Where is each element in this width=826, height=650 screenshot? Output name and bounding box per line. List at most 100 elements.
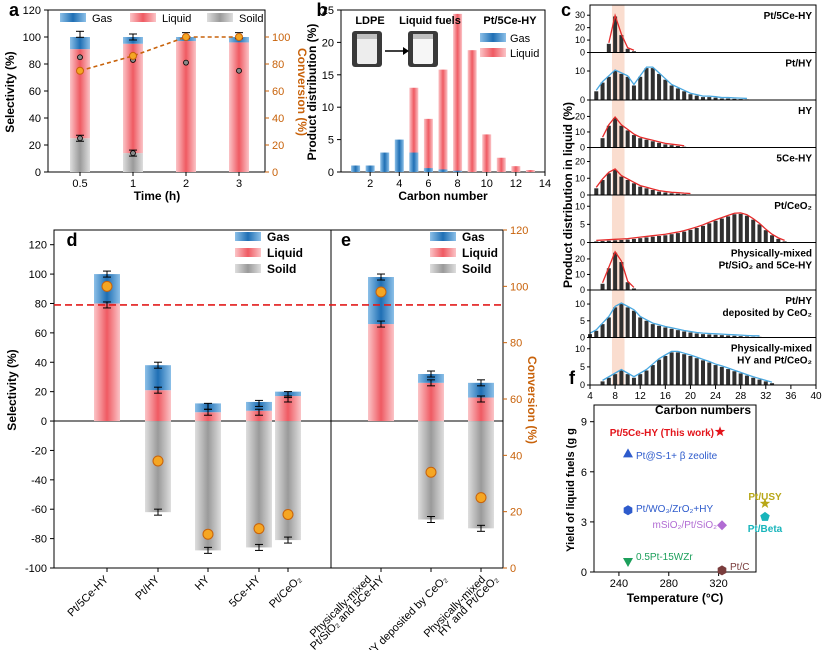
y-axis-label: Yield of liquid fuels (g g	[565, 428, 577, 552]
hist-bar	[619, 304, 624, 338]
y-tick-label: 0	[580, 95, 585, 105]
scatter-point	[623, 505, 633, 516]
point-label: Pt/C	[730, 562, 749, 573]
hist-bar	[619, 370, 624, 385]
vial-icon	[357, 34, 377, 64]
bar-gas	[409, 152, 419, 172]
hist-bar	[707, 362, 712, 385]
y-tick-label: 20	[575, 23, 585, 33]
hist-bar	[682, 354, 687, 385]
hist-bar	[744, 215, 749, 243]
bar-liquid	[482, 134, 492, 172]
legend-label-solid: Soild	[462, 262, 491, 276]
y-tick-label: 20	[575, 111, 585, 121]
conversion-marker	[282, 508, 294, 520]
fit-curve	[589, 302, 760, 337]
bar-liquid	[467, 50, 477, 173]
x-axis-label: Time (h)	[134, 189, 180, 203]
hist-bar	[694, 333, 699, 338]
legend-label-liquid: Liquid	[267, 246, 303, 260]
hist-bar	[763, 381, 768, 385]
panel-letter-d: d	[67, 230, 78, 250]
y-tick-label: -100	[25, 563, 47, 575]
legend-swatch-gas	[235, 232, 261, 241]
x-tick-label: 40	[810, 391, 822, 402]
liquid-marker	[183, 59, 189, 66]
fit-curve	[602, 350, 773, 383]
bar-solid	[275, 421, 301, 541]
hist-bar	[707, 334, 712, 338]
y-tick-label: 10	[575, 66, 585, 76]
hist-bar	[675, 88, 680, 100]
bar-liquid	[123, 43, 143, 154]
x-tick-label: 24	[710, 391, 722, 402]
y2-tick-label: 60	[510, 394, 522, 406]
x-tick-label: 12	[635, 391, 647, 402]
hist-bar	[744, 336, 749, 338]
x-tick-label: 8	[612, 391, 618, 402]
hist-bar	[606, 76, 611, 100]
hist-bar	[638, 238, 643, 243]
hist-bar	[732, 335, 737, 338]
scatter-point	[623, 448, 633, 458]
legend-swatch-liquid	[430, 248, 456, 257]
hist-bar	[631, 183, 636, 195]
fit-curve	[601, 250, 635, 288]
y-axis-label: Product distribution (%)	[305, 24, 319, 161]
hist-bar	[613, 117, 618, 148]
legend-label-gas: Gas	[510, 33, 531, 45]
y-tick-label: 5	[580, 316, 585, 326]
hist-bar	[726, 216, 731, 243]
hist-bar	[650, 141, 655, 148]
hist-bar	[657, 73, 662, 100]
hist-bar	[600, 241, 605, 243]
hist-bar	[594, 91, 599, 100]
hist-bar	[613, 240, 618, 243]
solid-marker	[130, 150, 136, 157]
bar-liquid	[409, 87, 419, 172]
legend-label-liquid: Liquid	[462, 246, 498, 260]
vial-cap-icon	[357, 34, 377, 39]
x-axis-label: Carbon number	[398, 189, 488, 203]
bar-gas	[145, 365, 171, 391]
hist-bar	[644, 237, 649, 243]
hist-bar	[663, 144, 668, 148]
x-tick-label: 1	[130, 178, 136, 190]
bar-solid	[468, 421, 494, 529]
y-tick-label: 0	[580, 380, 585, 390]
hist-bar	[644, 320, 649, 338]
x-tick-label: 6	[425, 178, 431, 190]
hist-bar	[701, 97, 705, 100]
hist-bar	[594, 188, 599, 195]
legend-label-gas: Gas	[92, 13, 113, 25]
y-tick-label: -80	[31, 534, 47, 546]
legend-swatch-solid	[207, 13, 233, 22]
hist-bar	[713, 97, 718, 100]
arrow-head-icon	[403, 47, 409, 55]
y-tick-label: 10	[575, 173, 585, 183]
y2-tick-label: 100	[510, 281, 528, 293]
hist-bar	[613, 374, 618, 385]
y-tick-label: -40	[31, 475, 47, 487]
hist-bar	[625, 282, 630, 290]
y-tick-label: 120	[23, 5, 41, 17]
hist-bar	[707, 97, 712, 100]
y2-tick-label: 120	[510, 225, 528, 237]
hist-bar	[619, 35, 624, 53]
panel-letter-b: b	[317, 0, 328, 20]
subplot-label: Pt/5Ce-HY	[764, 11, 813, 22]
hist-bar	[625, 179, 630, 195]
vial-cap-icon	[413, 34, 433, 39]
hist-bar	[600, 324, 605, 338]
x-category-label: 5Ce-HY	[227, 573, 264, 610]
hist-bar	[688, 94, 693, 100]
point-label: Pt/Beta	[748, 524, 783, 535]
bar-liquid	[145, 390, 171, 422]
hist-bar	[606, 240, 611, 243]
y-tick-label: 25	[322, 5, 334, 17]
legend-swatch-solid	[235, 264, 261, 273]
x-tick-label: 320	[709, 578, 727, 590]
hist-bar	[663, 327, 668, 338]
y2-tick-label: 100	[272, 32, 290, 44]
hist-bar	[669, 234, 674, 243]
